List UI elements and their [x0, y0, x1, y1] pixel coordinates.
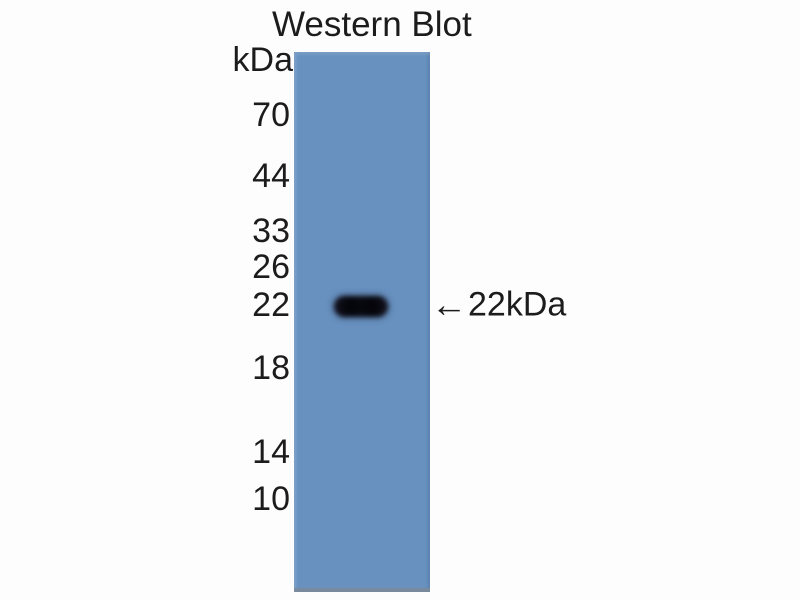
ladder-marker-44: 44	[252, 157, 290, 195]
kda-unit-label: kDa	[232, 41, 293, 79]
band-annotation-label: 22kDa	[468, 285, 567, 324]
ladder-marker-33: 33	[252, 212, 290, 250]
protein-band-22kda	[334, 296, 388, 317]
ladder-marker-26: 26	[252, 248, 290, 286]
ladder-marker-22: 22	[252, 286, 290, 324]
figure-title: Western Blot	[272, 5, 472, 44]
blot-lane	[294, 52, 430, 592]
ladder-marker-14: 14	[252, 433, 290, 471]
ladder-marker-18: 18	[252, 349, 290, 387]
band-annotation: ← 22kDa	[431, 283, 567, 325]
left-arrow-icon: ←	[431, 283, 467, 325]
ladder-marker-70: 70	[252, 96, 290, 134]
ladder-marker-10: 10	[252, 480, 290, 518]
